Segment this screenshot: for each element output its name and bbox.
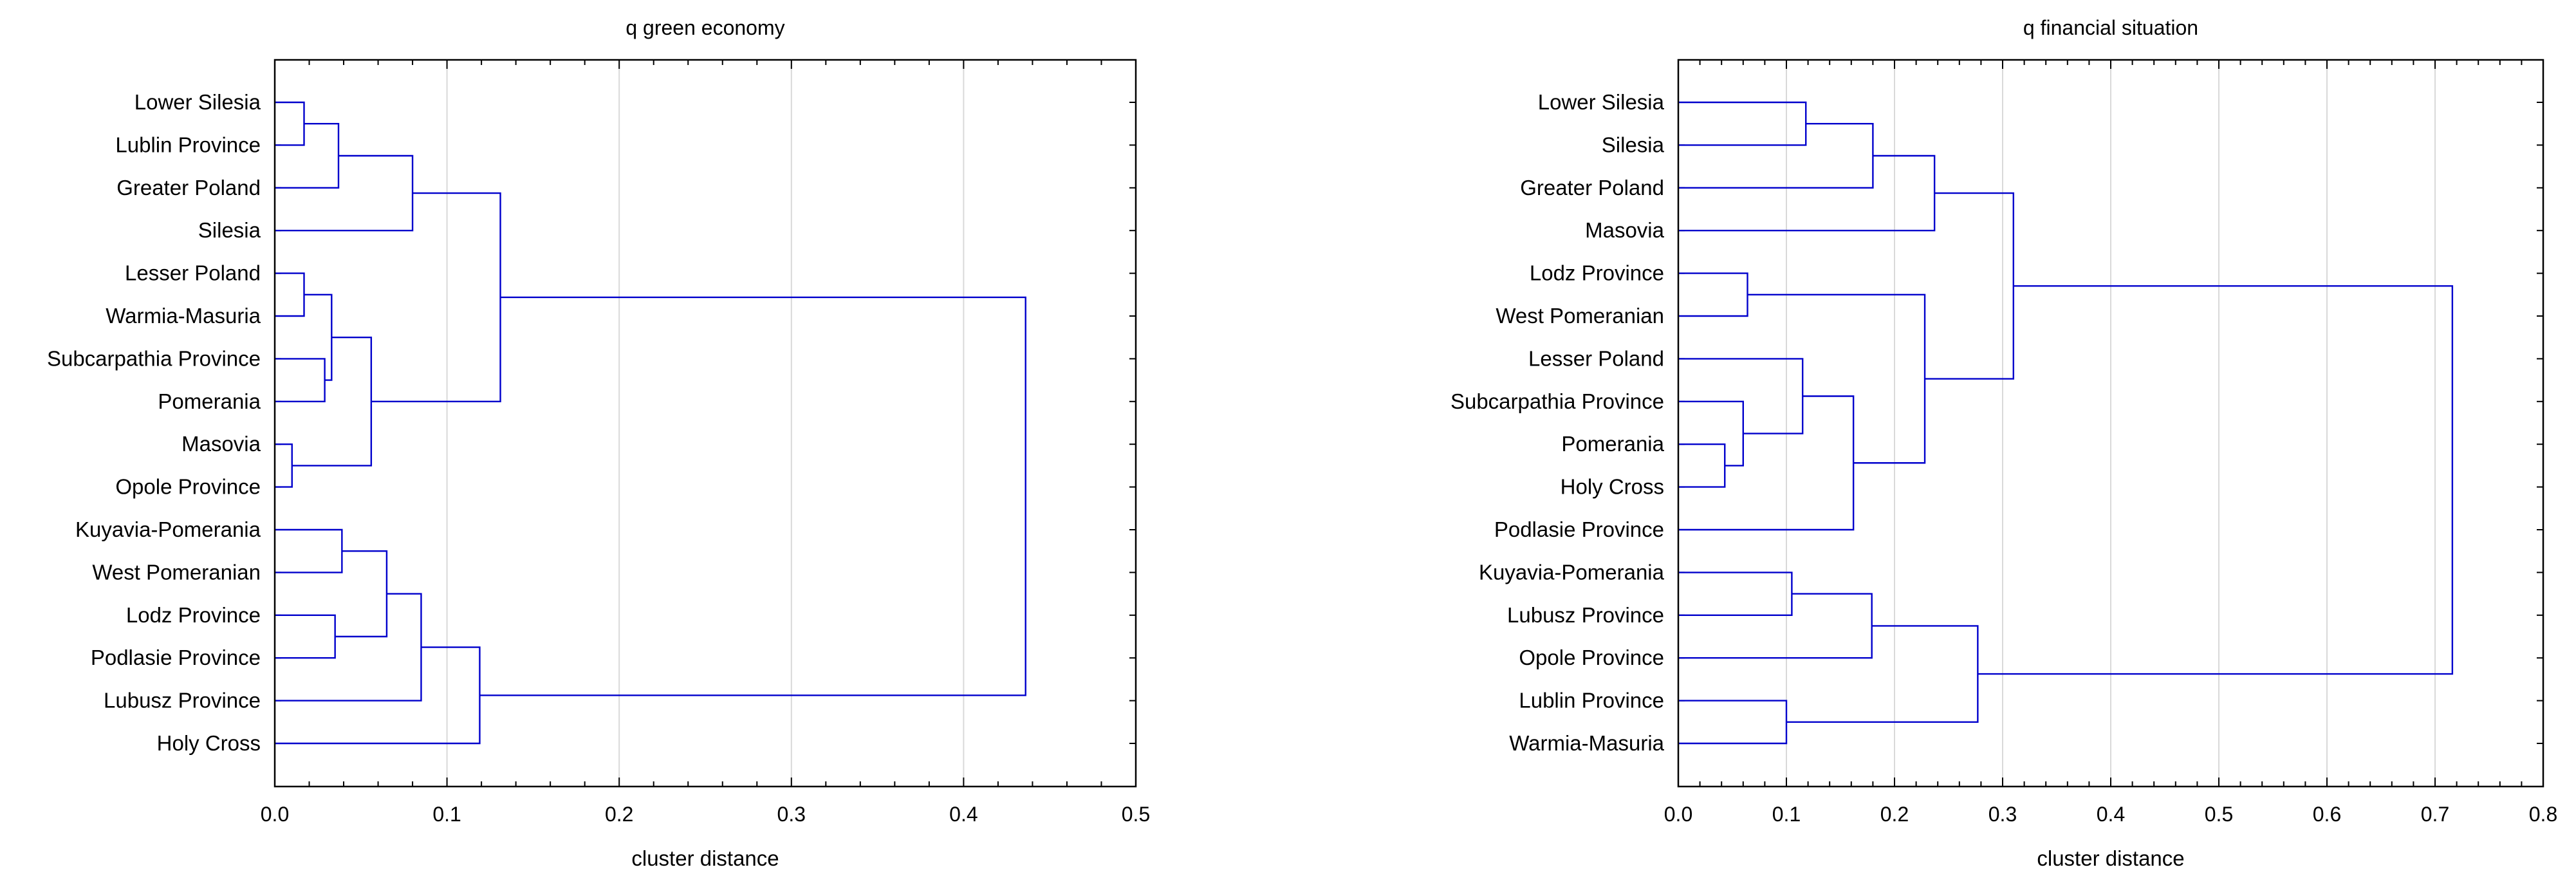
- x-tick-label: 0.4: [949, 803, 978, 826]
- x-tick-label: 0.7: [2421, 803, 2449, 826]
- dendrogram-link: [1678, 400, 1745, 467]
- x-tick-label: 0.5: [1122, 803, 1150, 826]
- leaf-label: West Pomeranian: [1496, 304, 1664, 328]
- leaf-labels: Lower Silesia Silesia Greater Poland Masovi…: [1450, 90, 2543, 755]
- dendrogram-link: [275, 272, 305, 317]
- grid: [446, 60, 965, 787]
- dendrogram-link: [275, 528, 343, 573]
- dendrogram-links: [1678, 101, 2454, 745]
- dendrogram-link: [1678, 122, 1874, 189]
- leaf-label: Lubusz Province: [1507, 603, 1664, 627]
- plot-frame: [273, 59, 1137, 788]
- dendrogram-link: [275, 646, 481, 745]
- dendrogram-link: [275, 443, 293, 488]
- leaf-label: Silesia: [198, 218, 261, 242]
- dendrogram-panel-financial-situation: q financial situation cluster distance 0…: [1450, 16, 2557, 870]
- dendrogram-link: [1747, 293, 1926, 464]
- x-tick-label: 0.2: [605, 803, 633, 826]
- leaf-label: Lodz Province: [1530, 261, 1664, 285]
- dendrogram-link: [371, 192, 501, 402]
- leaf-label: Kuyavia-Pomerania: [1479, 560, 1665, 584]
- dendrogram-link: [275, 593, 422, 702]
- leaf-label: Lodz Province: [126, 603, 261, 627]
- x-tick-label: 0.2: [1880, 803, 1909, 826]
- leaf-label: Podlasie Province: [1494, 517, 1664, 541]
- dendrogram-link: [1678, 443, 1726, 488]
- x-tick-label: 0.0: [261, 803, 289, 826]
- plot-frame: [1677, 59, 2544, 788]
- dendrogram-link: [1678, 272, 1748, 317]
- leaf-label: Greater Poland: [116, 176, 261, 200]
- dendrogram-link: [275, 101, 305, 146]
- leaf-label: Lublin Province: [115, 133, 261, 156]
- x-tick-label: 0.3: [1988, 803, 2017, 826]
- x-tick-label: 0.0: [1664, 803, 1692, 826]
- dendrogram-link: [1678, 700, 1788, 745]
- x-ticks: 0.0 0.1 0.2 0.3 0.4 0.5: [261, 60, 1150, 826]
- x-tick-label: 0.5: [2205, 803, 2233, 826]
- leaf-label: Kuyavia-Pomerania: [75, 517, 261, 541]
- dendrogram-link: [479, 296, 1026, 696]
- leaf-label: Subcarpathia Province: [1450, 389, 1664, 413]
- x-tick-label: 0.3: [777, 803, 806, 826]
- chart-title: q green economy: [625, 16, 784, 39]
- leaf-label: Holy Cross: [157, 731, 261, 755]
- leaf-label: Greater Poland: [1520, 176, 1664, 200]
- x-axis-label: cluster distance: [631, 846, 779, 870]
- dendrogram-links: [275, 101, 1026, 745]
- dendrogram-link: [1978, 285, 2454, 675]
- grid: [1786, 60, 2436, 787]
- leaf-label: Pomerania: [158, 389, 261, 413]
- x-tick-label: 0.4: [2097, 803, 2125, 826]
- dendrogram-link: [335, 550, 388, 638]
- leaf-label: Opole Province: [1519, 646, 1664, 669]
- dendrogram-link: [275, 614, 336, 659]
- dendrogram-link: [1678, 572, 1793, 616]
- x-tick-label: 0.1: [1772, 803, 1801, 826]
- leaf-label: West Pomeranian: [92, 560, 261, 584]
- x-tick-label: 0.8: [2529, 803, 2557, 826]
- x-tick-label: 0.6: [2313, 803, 2341, 826]
- dendrogram-link: [304, 293, 333, 381]
- leaf-label: Podlasie Province: [91, 646, 261, 669]
- dendrogram-panel-green-economy: q green economy cluster distance 0.0 0.1 0…: [47, 16, 1150, 870]
- leaf-label: Pomerania: [1561, 432, 1664, 456]
- leaf-label: Warmia-Masuria: [1509, 731, 1664, 755]
- leaf-label: Lesser Poland: [1528, 346, 1664, 370]
- leaf-label: Silesia: [1602, 133, 1665, 156]
- x-axis-label: cluster distance: [2037, 846, 2184, 870]
- dendrogram-link: [1678, 358, 1804, 434]
- x-tick-label: 0.1: [432, 803, 461, 826]
- leaf-label: Lubusz Province: [104, 689, 261, 713]
- dendrogram-link: [1678, 395, 1855, 531]
- chart-title: q financial situation: [2023, 16, 2198, 39]
- leaf-label: Lower Silesia: [1538, 90, 1665, 114]
- leaf-label: Lower Silesia: [134, 90, 261, 114]
- dendrogram-link: [275, 358, 326, 402]
- dendrogram-link: [1925, 192, 2015, 380]
- leaf-label: Masovia: [181, 432, 261, 456]
- leaf-label: Opole Province: [115, 475, 261, 499]
- dendrogram-link: [1678, 593, 1873, 659]
- dendrogram-link: [275, 154, 414, 232]
- leaf-label: Holy Cross: [1561, 475, 1664, 499]
- leaf-label: Warmia-Masuria: [106, 304, 261, 328]
- leaf-label: Masovia: [1585, 218, 1665, 242]
- dendrogram-link: [1786, 625, 1979, 723]
- leaf-labels: Lower Silesia Lublin Province Greater Pola…: [47, 90, 1136, 755]
- dendrogram-link: [1678, 154, 1936, 232]
- leaf-label: Lublin Province: [1519, 689, 1664, 713]
- leaf-label: Subcarpathia Province: [47, 346, 261, 370]
- dendrogram-link: [275, 122, 340, 189]
- leaf-label: Lesser Poland: [125, 261, 261, 285]
- x-ticks: 0.0 0.1 0.2 0.3 0.4 0.5 0.6 0.7 0.8: [1664, 60, 2557, 826]
